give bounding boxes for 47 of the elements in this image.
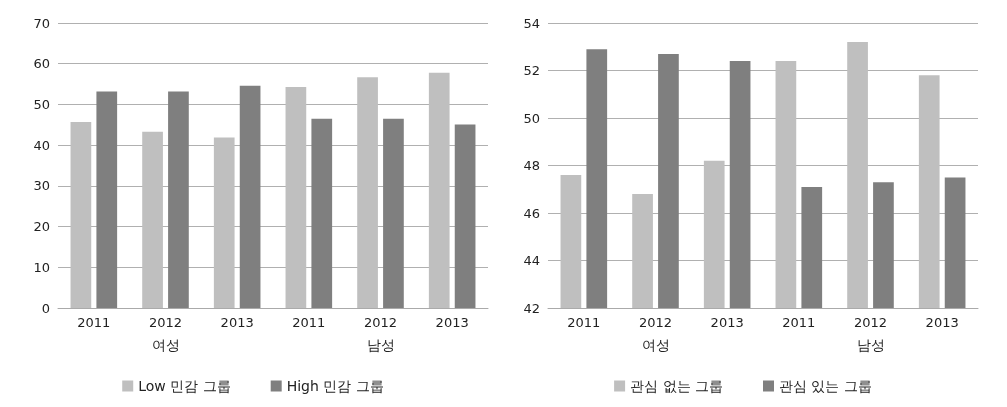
x-tick-label: 2011	[567, 315, 601, 330]
y-tick-label: 50	[523, 110, 540, 126]
x-tick-label: 2011	[77, 315, 111, 330]
y-tick-label: 42	[523, 300, 540, 316]
bar	[168, 91, 189, 308]
bar	[357, 77, 378, 308]
x-tick-label: 2013	[925, 315, 959, 330]
x-tick-label: 2011	[292, 315, 326, 330]
bar	[454, 124, 476, 308]
y-tick-label: 52	[523, 63, 540, 78]
y-tick-label: 50	[33, 96, 50, 112]
y-tick-label: 20	[33, 219, 50, 235]
y-tick-label: 46	[523, 205, 540, 221]
bar	[311, 118, 333, 308]
y-tick-label: 0	[41, 300, 50, 316]
y-tick-label: 40	[33, 137, 50, 153]
text: 여성	[151, 337, 180, 353]
bar	[70, 121, 92, 308]
bar	[213, 137, 235, 308]
y-tick-label: 10	[33, 259, 50, 275]
y-tick-label: 54	[523, 15, 540, 31]
legend-label: Low 민감 그룹	[138, 378, 231, 394]
bar	[383, 118, 404, 308]
legend-label: 관심 없는 그룹	[630, 378, 724, 394]
bar	[428, 72, 450, 308]
y-tick-label: 30	[33, 178, 50, 194]
text: 남성	[366, 337, 395, 353]
y-tick-label: 60	[33, 56, 50, 72]
legend-label: 관심 있는 그룹	[779, 378, 872, 394]
x-tick-label: 2011	[782, 315, 816, 330]
bar	[285, 86, 307, 308]
x-tick-label: 2012	[148, 315, 183, 330]
y-tick-label: 48	[523, 158, 540, 173]
legend-label: High 민감 그룹	[286, 378, 384, 394]
bar	[96, 91, 118, 308]
bar	[239, 85, 261, 308]
x-tick-label: 2013	[220, 315, 254, 330]
text: 여성	[641, 337, 670, 353]
bar	[142, 131, 163, 308]
text: 남성	[856, 337, 885, 353]
x-tick-label: 2012	[363, 315, 398, 330]
y-tick-label: 70	[33, 15, 50, 31]
x-tick-label: 2013	[710, 315, 744, 330]
x-tick-label: 2013	[435, 315, 469, 330]
y-tick-label: 44	[523, 253, 540, 268]
x-tick-label: 2012	[853, 315, 888, 330]
x-tick-label: 2012	[638, 315, 673, 330]
